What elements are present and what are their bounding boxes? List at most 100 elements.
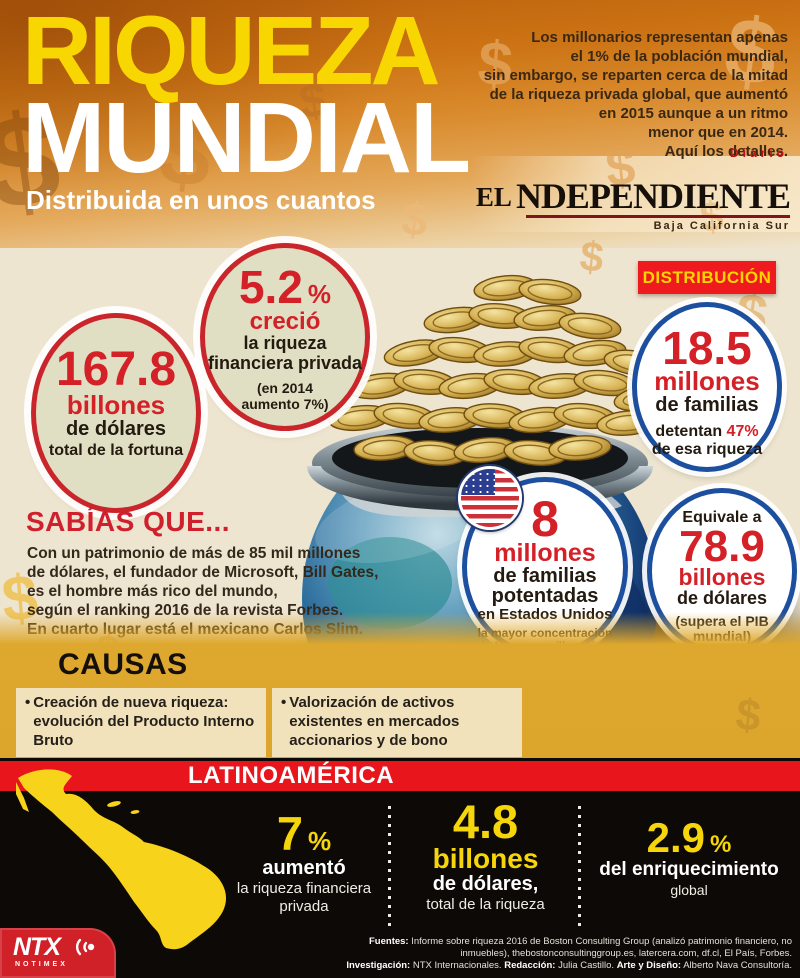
logo-name: NDEPENDIENTE xyxy=(515,176,791,216)
stat-value: 7 xyxy=(276,807,303,860)
families-line2: de familias xyxy=(655,394,759,416)
fortune-line2: de dólares xyxy=(65,418,167,441)
dotted-divider xyxy=(388,806,391,926)
did-you-know-line: Con un patrimonio de más de 85 mil millo… xyxy=(27,545,361,562)
fortune-line1: billones xyxy=(66,390,166,421)
newspaper-logo: Diario EL NDEPENDIENTE Baja California S… xyxy=(476,146,791,232)
intro-line: Los millonarios representan apenas xyxy=(531,29,788,46)
stat-strong: de dólares, xyxy=(432,872,539,895)
sources-text: Informe sobre riqueza 2016 de Boston Con… xyxy=(408,936,792,959)
latam-heading: LATINOAMÉRICA xyxy=(188,762,395,789)
team-line: Investigación: NTX Internacionales. Reda… xyxy=(324,960,792,972)
logo-diario-label: Diario xyxy=(729,146,788,160)
logo-el: EL xyxy=(475,182,512,212)
growth-percent: % xyxy=(307,279,332,309)
logo-rule xyxy=(526,215,790,218)
families-value: 18.5 xyxy=(662,322,752,374)
bullet-icon: • xyxy=(25,694,31,711)
usa-value: 8 xyxy=(531,491,559,547)
ntx-notimex-logo: NTX NOTIMEX xyxy=(0,928,116,978)
stat-strong: aumentó xyxy=(262,857,346,879)
growth-note-line: (en 2014 xyxy=(256,379,314,396)
research-text: NTX Internacionales. xyxy=(410,960,505,971)
fortune-value: 167.8 xyxy=(55,343,177,396)
growth-value: 5.2 xyxy=(238,261,303,313)
sources-line: Fuentes: Informe sobre riqueza 2016 de B… xyxy=(324,936,792,960)
intro-line: sin embargo, se reparten cerca de la mit… xyxy=(483,67,788,84)
credits: Fuentes: Informe sobre riqueza 2016 de B… xyxy=(324,936,792,972)
growth-line3: financiera privada xyxy=(207,352,363,373)
subtitle: Distribuida en unos cuantos xyxy=(26,185,376,215)
dotted-divider xyxy=(578,806,581,926)
latam-stat-total: 4.8 billones de dólares, total de la riq… xyxy=(398,795,573,914)
equiv-pre: Equivale a xyxy=(682,509,762,526)
stat-em: billones xyxy=(432,842,539,874)
fortune-circle: 167.8 billones de dólares total de la fo… xyxy=(31,313,201,513)
stat-percent: % xyxy=(710,831,732,858)
top-shade xyxy=(0,0,420,200)
intro-line: menor que en 2014. xyxy=(647,124,788,141)
families-note-highlight: 47% xyxy=(726,423,759,440)
equiv-line2: de dólares xyxy=(676,587,768,608)
families-note: detentan 47% de esa riqueza xyxy=(652,423,762,460)
intro-paragraph: Los millonarios representan apenas el 1%… xyxy=(458,28,788,161)
intro-line: en 2015 aunque a un ritmo xyxy=(598,105,788,122)
latam-stat-share: 2.9% del enriquecimiento global xyxy=(590,817,788,899)
families-note-pre: detentan xyxy=(655,423,727,440)
intro-line: de la riqueza privada global, que aument… xyxy=(489,86,788,103)
growth-note-line: aumento 7%) xyxy=(241,395,329,412)
did-you-know-line: de dólares, el fundador de Microsoft, Bi… xyxy=(27,564,379,581)
usa-line3: potentadas xyxy=(491,585,599,608)
ntx-abbr: NTX xyxy=(13,933,61,961)
main-title-line1: RIQUEZA xyxy=(22,0,440,105)
research-label: Investigación: xyxy=(346,960,411,971)
did-you-know-line: es el hombre más rico del mundo, xyxy=(27,583,278,600)
writing-text: Julia Castillo. xyxy=(555,960,617,971)
sources-label: Fuentes: xyxy=(369,936,409,947)
families-note-line: detentan 47% xyxy=(652,423,762,441)
ntx-sub: NOTIMEX xyxy=(15,961,68,968)
growth-line1: creció xyxy=(249,308,321,335)
stat-value: 2.9 xyxy=(646,814,706,861)
latin-america-map xyxy=(16,769,226,950)
stat-percent: % xyxy=(308,826,332,856)
families-note-line: de esa riqueza xyxy=(651,441,763,459)
growth-line2: la riqueza xyxy=(243,333,327,353)
broadcast-wave-icon xyxy=(75,938,95,956)
fortune-line3: total de la fortuna xyxy=(48,442,184,460)
stat-text: global xyxy=(670,881,708,898)
cause-item: • Creación de nueva riqueza: evolución de… xyxy=(16,688,266,757)
stat-value: 4.8 xyxy=(452,795,519,848)
stat-text: la riqueza financiera privada xyxy=(236,880,372,915)
intro-line: Aquí los detalles. xyxy=(664,143,788,160)
cause-text: Creación de nueva riqueza: evolución del… xyxy=(33,694,255,749)
us-flag-icon xyxy=(458,466,522,530)
design-label: Arte y Diseño: xyxy=(616,960,682,971)
latam-red-bar xyxy=(0,761,800,791)
logo-region: Baja California Sur xyxy=(653,220,790,232)
growth-circle: 5.2% creció la riqueza financiera privad… xyxy=(200,243,370,431)
usa-line2: de familias xyxy=(493,564,597,587)
did-you-know-heading: SABÍAS QUE... xyxy=(26,506,231,537)
writing-label: Redacción: xyxy=(504,960,556,971)
causes-heading: CAUSAS xyxy=(58,648,188,681)
logo-band-background xyxy=(470,156,800,232)
latam-stat-growth: 7% aumentó la riqueza financiera privada xyxy=(215,810,393,916)
bullet-icon: • xyxy=(281,694,287,711)
main-title-line2: MUNDIAL xyxy=(22,82,471,194)
distribution-badge: DISTRIBUCIÓN xyxy=(638,261,776,294)
equiv-value: 78.9 xyxy=(679,521,765,571)
families-circle: 18.5 millones de familias detentan 47% d… xyxy=(632,302,782,472)
gold-coins xyxy=(328,274,677,467)
design-text: Alberto Nava Consultoría. xyxy=(681,960,792,971)
cause-item: • Valorización de activos existentes en m… xyxy=(272,688,522,757)
cause-text: Valorización de activos existentes en me… xyxy=(289,694,460,749)
growth-note: (en 2014 aumento 7%) xyxy=(241,380,328,412)
equiv-line1: billones xyxy=(678,564,766,591)
stat-text: total de la riqueza xyxy=(426,895,545,913)
stat-strong: del enriquecimiento xyxy=(599,859,779,880)
intro-line: el 1% de la población mundial, xyxy=(570,48,788,65)
families-line1: millones xyxy=(654,366,760,397)
usa-line1: millones xyxy=(494,539,596,567)
